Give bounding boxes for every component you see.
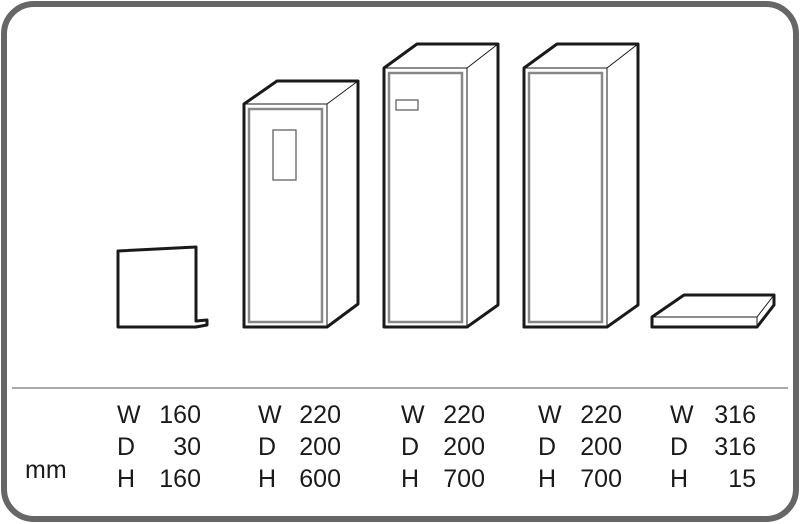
dimension-letter-w: W xyxy=(258,401,282,429)
dimension-column-cabinet-plain: W 220 D 200 H 700 xyxy=(538,401,622,493)
window-icon xyxy=(272,129,297,181)
dimension-value-w: 316 xyxy=(714,401,756,429)
dimension-letter-h: H xyxy=(670,465,688,493)
dimension-letter-h: H xyxy=(401,465,419,493)
dimension-letter-d: D xyxy=(538,433,556,461)
dimension-letter-w: W xyxy=(117,401,141,429)
dimension-value-w: 220 xyxy=(443,401,485,429)
dimension-value-h: 600 xyxy=(299,465,341,493)
cabinet-plain-drawing xyxy=(522,42,640,329)
dimension-value-h: 700 xyxy=(580,465,622,493)
dimension-letter-w: W xyxy=(538,401,562,429)
dimension-letter-d: D xyxy=(670,433,688,461)
cabinet-with-window-drawing xyxy=(242,79,360,329)
dimension-value-h: 15 xyxy=(728,465,756,493)
dimension-column-cabinet-with-window: W 220 D 200 H 600 xyxy=(258,401,341,493)
dimension-value-h: 700 xyxy=(443,465,485,493)
slot-icon xyxy=(395,99,419,111)
dimension-letter-w: W xyxy=(670,401,694,429)
dimension-value-d: 30 xyxy=(173,433,201,461)
dimension-letter-d: D xyxy=(117,433,135,461)
dimension-value-d: 200 xyxy=(299,433,341,461)
dimension-value-w: 160 xyxy=(159,401,201,429)
dimension-value-d: 316 xyxy=(714,433,756,461)
dimension-value-w: 220 xyxy=(299,401,341,429)
dimension-letter-h: H xyxy=(258,465,276,493)
dimension-letter-d: D xyxy=(258,433,276,461)
dimension-value-d: 200 xyxy=(580,433,622,461)
base-plate-drawing xyxy=(650,293,776,329)
panel-drawing xyxy=(116,245,209,329)
dimension-column-base-plate: W 316 D 316 H 15 xyxy=(670,401,756,493)
dimension-letter-d: D xyxy=(401,433,419,461)
unit-label: mm xyxy=(25,456,67,484)
dimension-letter-h: H xyxy=(117,465,135,493)
dimension-value-d: 200 xyxy=(443,433,485,461)
dimension-value-w: 220 xyxy=(580,401,622,429)
dimension-letter-h: H xyxy=(538,465,556,493)
dimension-value-h: 160 xyxy=(159,465,201,493)
dimension-column-cabinet-with-slot: W 220 D 200 H 700 xyxy=(401,401,485,493)
cabinet-with-slot-drawing xyxy=(382,42,500,329)
dimension-column-panel: W 160 D 30 H 160 xyxy=(117,401,201,493)
dimension-letter-w: W xyxy=(401,401,425,429)
